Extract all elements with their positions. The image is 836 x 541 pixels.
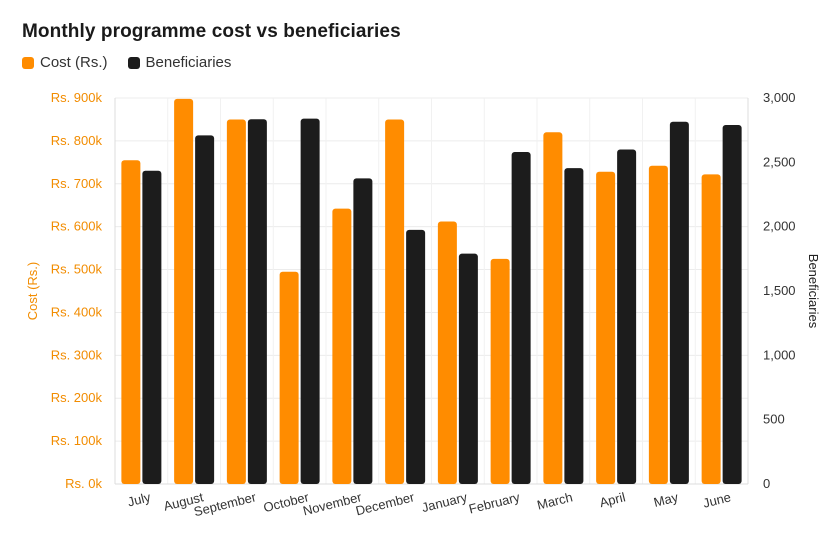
- bar-beneficiaries: [353, 178, 373, 484]
- legend-label-cost: Cost (Rs.): [40, 54, 108, 71]
- legend-item-cost[interactable]: Cost (Rs.): [22, 54, 108, 71]
- bar-cost: [385, 119, 405, 484]
- chart-title: Monthly programme cost vs beneficiaries: [22, 21, 401, 42]
- y-right-tick-label: 1,000: [763, 347, 796, 362]
- y-right-tick-label: 2,500: [763, 154, 796, 169]
- x-tick-label: December: [354, 489, 416, 518]
- y-left-tick-label: Rs. 700k: [51, 176, 103, 191]
- bar-cost: [648, 165, 668, 484]
- y-left-tick-label: Rs. 500k: [51, 262, 103, 277]
- y-left-tick-label: Rs. 600k: [51, 219, 103, 234]
- y-right-tick-label: 0: [763, 476, 770, 491]
- x-tick-label: July: [126, 489, 153, 509]
- bar-beneficiaries: [511, 152, 531, 485]
- x-tick-label: February: [467, 489, 522, 516]
- bar-beneficiaries: [564, 168, 584, 484]
- bar-beneficiaries: [195, 135, 215, 484]
- bar-beneficiaries: [300, 118, 320, 484]
- x-tick-label: May: [652, 489, 680, 510]
- bar-beneficiaries: [406, 229, 426, 484]
- y-right-tick-label: 500: [763, 412, 785, 427]
- y-left-tick-label: Rs. 0k: [65, 476, 102, 491]
- bar-cost: [226, 119, 246, 484]
- legend-swatch-cost: [22, 56, 34, 69]
- y-left-tick-label: Rs. 900k: [51, 90, 103, 105]
- bar-beneficiaries: [617, 149, 637, 484]
- legend-item-beneficiaries[interactable]: Beneficiaries: [127, 54, 232, 71]
- legend-label-beneficiaries: Beneficiaries: [145, 54, 232, 71]
- y-right-tick-label: 1,500: [763, 283, 796, 298]
- x-tick-label: March: [535, 489, 574, 512]
- bar-beneficiaries: [458, 253, 478, 484]
- bar-cost: [121, 160, 141, 484]
- x-tick-label: June: [701, 489, 732, 510]
- bar-cost: [332, 208, 352, 485]
- bar-cost: [543, 132, 563, 485]
- bar-beneficiaries: [247, 119, 267, 484]
- y-axis-left-title: Cost (Rs.): [25, 262, 40, 321]
- bar-cost: [701, 174, 721, 484]
- x-tick-label: April: [598, 489, 627, 510]
- x-tick-label: January: [420, 489, 469, 515]
- y-left-tick-label: Rs. 300k: [51, 347, 103, 362]
- bar-beneficiaries: [722, 125, 742, 485]
- bar-beneficiaries: [669, 121, 689, 484]
- y-right-tick-label: 2,000: [763, 219, 796, 234]
- y-left-tick-label: Rs. 100k: [51, 433, 103, 448]
- bar-cost: [596, 171, 616, 484]
- bar-cost: [174, 98, 194, 484]
- y-left-tick-label: Rs. 800k: [51, 133, 103, 148]
- bar-cost: [279, 271, 299, 484]
- bar-cost: [437, 221, 457, 484]
- legend: Cost (Rs.) Beneficiaries: [22, 54, 251, 71]
- y-axis-right-title: Beneficiaries: [806, 254, 821, 329]
- y-right-tick-label: 3,000: [763, 90, 796, 105]
- y-left-tick-label: Rs. 200k: [51, 390, 103, 405]
- y-left-tick-label: Rs. 400k: [51, 304, 103, 319]
- legend-swatch-beneficiaries: [127, 56, 140, 69]
- bar-cost: [490, 258, 510, 484]
- bar-beneficiaries: [142, 170, 162, 485]
